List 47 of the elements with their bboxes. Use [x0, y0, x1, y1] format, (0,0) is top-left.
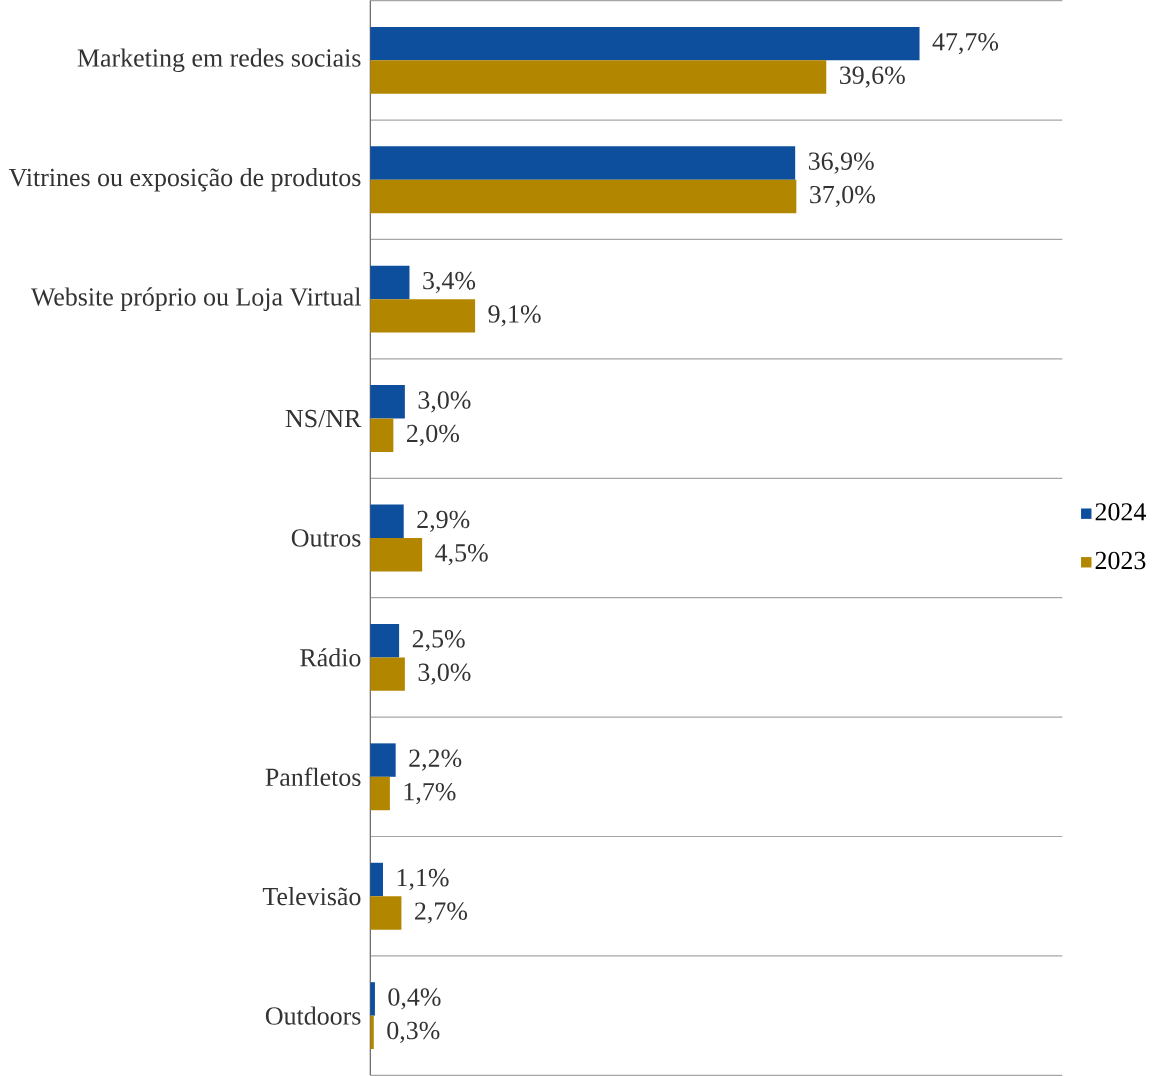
bar [370, 418, 394, 453]
bar [370, 1015, 374, 1050]
data-label: 37,0% [810, 185, 875, 208]
bar [370, 179, 797, 214]
y-tick-label: Vitrines ou exposição de produtos [8, 168, 361, 192]
data-label: 1,7% [404, 782, 456, 805]
bar [370, 26, 920, 61]
data-label: 2,7% [415, 902, 468, 924]
bar [370, 776, 390, 811]
data-label: 36,9% [808, 152, 874, 174]
bar [370, 146, 796, 180]
data-label: 39,6% [840, 66, 905, 88]
data-label: 1,1% [397, 868, 449, 891]
y-tick-label: Rádio [300, 648, 361, 667]
y-tick-label: Marketing em redes sociais [77, 48, 361, 73]
bar [370, 504, 404, 538]
bar [370, 60, 827, 94]
data-label: 2,0% [407, 424, 459, 446]
bar [370, 982, 375, 1016]
bar [370, 299, 476, 333]
y-tick-label: Outros [291, 529, 361, 547]
legend-label: 2024 [1095, 503, 1146, 521]
data-label: 2,5% [412, 630, 465, 652]
data-label: 2,9% [417, 510, 470, 532]
bar [370, 743, 396, 777]
data-label: 3,0% [418, 663, 471, 685]
bar [370, 538, 423, 572]
bar [370, 265, 410, 300]
data-label: 3,0% [418, 391, 471, 413]
data-label: 3,4% [423, 271, 476, 294]
data-label: 9,1% [488, 305, 541, 327]
bar [370, 896, 402, 930]
data-label: 47,7% [932, 33, 999, 55]
y-tick-label: Televisão [262, 887, 361, 906]
data-label: 4,5% [435, 544, 488, 566]
bar [370, 623, 400, 658]
y-tick-label: Website próprio ou Loja Virtual [30, 287, 361, 311]
bar [370, 385, 405, 419]
data-label: 2,2% [409, 749, 462, 771]
legend-label: 2023 [1095, 551, 1146, 570]
data-label: 0,3% [387, 1021, 440, 1043]
data-label: 0,4% [388, 988, 441, 1010]
y-tick-label: Panfletos [265, 767, 361, 787]
bar [370, 657, 405, 691]
bar [370, 862, 383, 897]
y-tick-label: Outdoors [265, 1006, 361, 1025]
y-tick-label: NS/NR [285, 409, 362, 428]
